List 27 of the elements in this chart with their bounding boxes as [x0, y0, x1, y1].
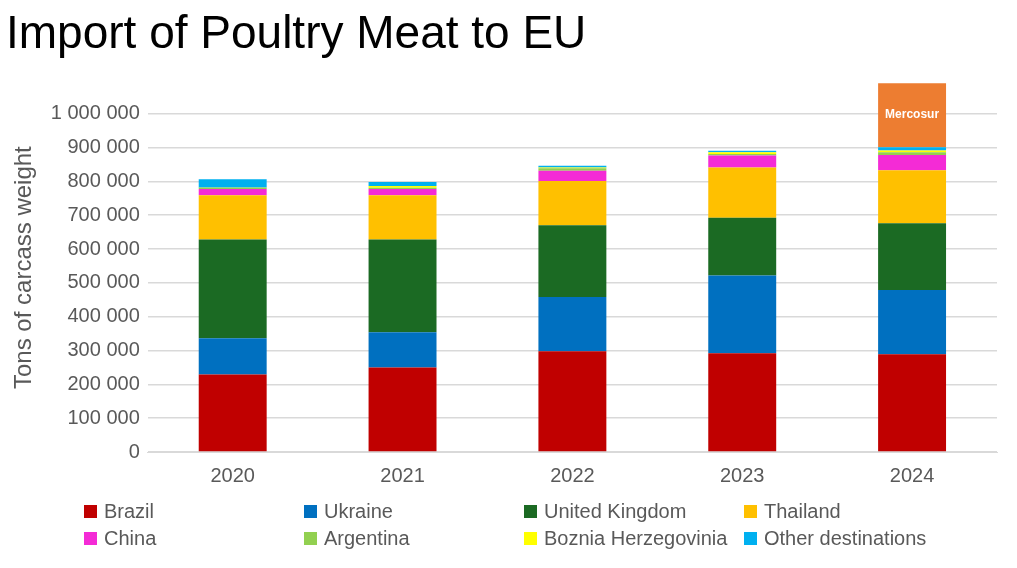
legend-label: Brazil: [104, 500, 155, 523]
x-tick-label: 2020: [210, 463, 255, 486]
y-tick-label: 200 000: [67, 371, 140, 394]
y-tick-label: 1 000 000: [50, 101, 140, 124]
x-tick-label: 2022: [550, 463, 595, 486]
y-tick-label: 300 000: [67, 338, 140, 361]
legend-label: Thailand: [764, 500, 841, 523]
y-tick-label: 700 000: [67, 202, 140, 225]
y-axis-title: Tons of carcass weight: [9, 145, 37, 389]
y-tick-label: 100 000: [67, 405, 140, 428]
legend-label: Argentina: [324, 527, 410, 550]
x-tick-label: 2023: [719, 463, 765, 486]
legend-label: Boznia Herzegovinia: [544, 527, 728, 550]
legend-label: Other destinations: [764, 527, 927, 550]
legend-label: United Kingdom: [544, 500, 687, 523]
legend-label: Ukraine: [324, 500, 393, 523]
y-tick-label: 500 000: [67, 270, 140, 293]
y-tick-label: 800 000: [67, 168, 140, 191]
chart-title: Import of Poultry Meat to EU: [6, 6, 587, 59]
y-tick-label: 600 000: [67, 236, 140, 259]
legend-label: China: [104, 527, 157, 550]
annotation: Mercosur: [885, 107, 940, 122]
y-tick-label: 400 000: [67, 304, 140, 327]
x-tick-label: 2024: [889, 463, 935, 486]
y-tick-label: 900 000: [67, 135, 140, 157]
y-tick-label: 0: [128, 439, 140, 462]
x-tick-label: 2021: [380, 463, 425, 486]
